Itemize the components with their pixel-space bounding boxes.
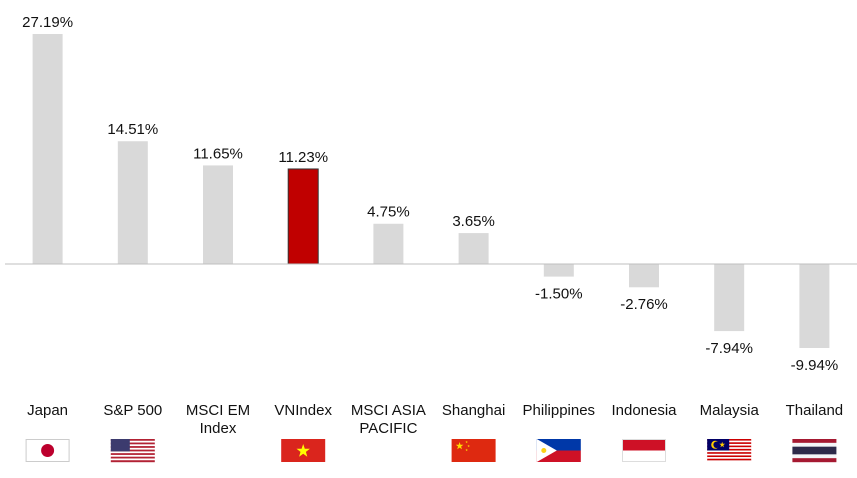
flag-part bbox=[792, 439, 837, 444]
value-label: -1.50% bbox=[535, 286, 583, 303]
value-label: 14.51% bbox=[107, 121, 158, 138]
flag-part bbox=[541, 448, 547, 453]
value-label: 11.23% bbox=[278, 149, 328, 166]
flag bbox=[281, 439, 326, 462]
flag-border bbox=[622, 439, 666, 462]
flag-part bbox=[707, 458, 752, 461]
bar bbox=[543, 263, 574, 277]
flag-part bbox=[707, 450, 752, 453]
flag-part bbox=[536, 450, 581, 462]
x-tick-label: Philippines bbox=[522, 402, 596, 419]
flag-part bbox=[110, 446, 155, 449]
flag-part bbox=[110, 453, 155, 456]
flag bbox=[451, 439, 496, 462]
flag-part bbox=[792, 446, 837, 455]
bar bbox=[32, 34, 63, 264]
flag bbox=[25, 439, 70, 462]
flag-part bbox=[707, 455, 752, 458]
value-label: 27.19% bbox=[22, 14, 73, 31]
flag bbox=[792, 439, 837, 463]
value-label: -9.94% bbox=[791, 357, 839, 374]
x-tick-label: Japan bbox=[27, 402, 69, 419]
x-tick-label: Malaysia bbox=[699, 402, 759, 419]
flag-part bbox=[536, 439, 557, 462]
flag-part bbox=[41, 444, 55, 457]
value-label: 3.65% bbox=[452, 213, 495, 230]
flag bbox=[110, 439, 155, 463]
flag-part bbox=[707, 452, 752, 454]
flag-part bbox=[713, 441, 720, 449]
flag-part bbox=[792, 454, 837, 459]
flag-part bbox=[622, 450, 666, 462]
flag-star bbox=[465, 440, 468, 444]
bar bbox=[714, 263, 745, 332]
flag-part bbox=[622, 439, 666, 451]
value-label: 4.75% bbox=[367, 204, 410, 221]
flag-part bbox=[110, 460, 155, 463]
flag-part bbox=[792, 442, 837, 447]
flag-part bbox=[110, 439, 130, 452]
flag bbox=[707, 439, 752, 463]
bar bbox=[203, 165, 233, 264]
flag-part bbox=[110, 439, 155, 441]
x-tick-label: Thailand bbox=[785, 402, 844, 419]
flag-part bbox=[110, 442, 155, 445]
bar bbox=[287, 168, 319, 265]
flag-part bbox=[110, 451, 155, 454]
bar bbox=[117, 141, 148, 264]
flag-star bbox=[465, 448, 468, 452]
flag-border bbox=[25, 439, 70, 462]
x-tick-label: MSCI EM Index bbox=[185, 402, 251, 437]
flag-part bbox=[110, 447, 155, 450]
flag-star bbox=[455, 442, 464, 450]
flag bbox=[622, 439, 666, 462]
bar bbox=[373, 223, 404, 264]
x-tick-label: S&P 500 bbox=[103, 402, 163, 419]
flag-star bbox=[296, 444, 310, 457]
value-label: -7.94% bbox=[705, 340, 753, 357]
x-tick-label: Shanghai bbox=[441, 402, 506, 419]
flag-part bbox=[110, 444, 155, 447]
flag-part bbox=[707, 453, 752, 456]
flag-star bbox=[719, 441, 726, 448]
flag-part bbox=[110, 458, 155, 461]
flag-part bbox=[110, 456, 155, 459]
bar bbox=[799, 263, 830, 348]
flag-part bbox=[792, 458, 837, 463]
flag-part bbox=[536, 439, 581, 451]
flag-part bbox=[451, 439, 496, 462]
x-tick-label: MSCI ASIA PACIFIC bbox=[350, 402, 426, 437]
bar bbox=[629, 263, 659, 288]
flag-star bbox=[467, 444, 470, 448]
x-tick-label: Indonesia bbox=[611, 402, 677, 419]
flag-part bbox=[110, 440, 155, 443]
value-label: -2.76% bbox=[620, 296, 668, 313]
flag-part bbox=[110, 454, 155, 457]
x-tick-label: VNIndex bbox=[274, 402, 332, 419]
flag bbox=[536, 439, 581, 462]
value-label: 11.65% bbox=[193, 145, 243, 162]
flag-part bbox=[707, 460, 752, 463]
bar bbox=[458, 233, 489, 264]
flag-part bbox=[110, 449, 155, 452]
flag-part bbox=[707, 457, 752, 459]
